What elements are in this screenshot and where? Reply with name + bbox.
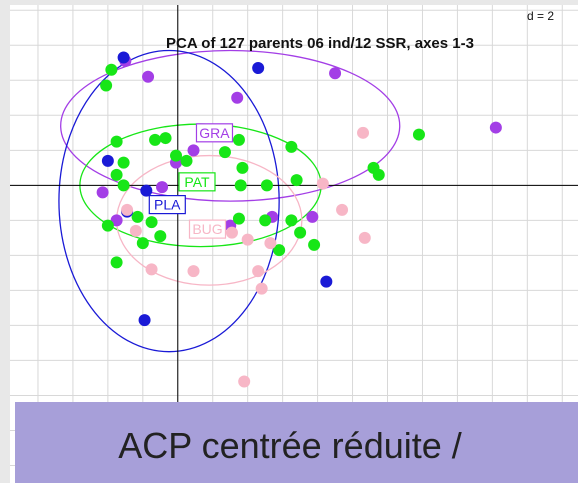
banner-text: ACP centrée réduite / xyxy=(118,425,462,466)
point xyxy=(142,70,155,83)
group-label: BUG xyxy=(192,221,222,237)
group-ellipse xyxy=(60,49,401,202)
point xyxy=(294,226,307,239)
point xyxy=(110,214,123,227)
point xyxy=(96,186,109,199)
point xyxy=(329,67,342,80)
points xyxy=(96,51,502,388)
point xyxy=(218,146,231,159)
point xyxy=(372,168,385,181)
point xyxy=(255,282,268,295)
point xyxy=(252,265,265,278)
group-label-box xyxy=(148,195,186,215)
point xyxy=(306,210,319,223)
point xyxy=(149,133,162,146)
banner-box xyxy=(15,402,578,483)
point xyxy=(273,244,286,257)
point xyxy=(225,226,238,239)
group-label-box xyxy=(178,172,216,192)
point xyxy=(285,214,298,227)
point xyxy=(412,128,425,141)
point xyxy=(259,214,272,227)
point xyxy=(336,203,349,216)
point xyxy=(238,375,251,388)
point xyxy=(252,62,265,75)
point xyxy=(316,177,329,190)
group-label: GRA xyxy=(199,125,230,141)
point xyxy=(264,237,277,250)
point xyxy=(180,154,193,167)
point xyxy=(145,216,158,229)
point xyxy=(136,237,149,250)
point xyxy=(129,224,142,237)
point xyxy=(105,63,118,76)
chart-title: PCA of 127 parents 06 ind/12 SSR, axes 1… xyxy=(166,35,474,52)
point xyxy=(232,133,245,146)
point xyxy=(110,168,123,181)
point xyxy=(110,256,123,269)
point xyxy=(117,156,130,169)
group-ellipse xyxy=(58,49,280,353)
point xyxy=(154,230,167,243)
point xyxy=(170,149,183,162)
group-label: PAT xyxy=(184,174,210,190)
point xyxy=(358,231,371,244)
point xyxy=(308,238,321,251)
point xyxy=(145,263,158,276)
point xyxy=(117,179,130,192)
point xyxy=(121,203,134,216)
point xyxy=(290,174,303,187)
point xyxy=(140,184,153,197)
point xyxy=(156,181,169,194)
scale-note: d = 2 xyxy=(527,9,554,23)
group-label-box xyxy=(188,219,227,239)
point xyxy=(187,265,200,278)
point xyxy=(320,275,333,288)
point xyxy=(357,126,370,139)
point xyxy=(100,79,113,92)
point xyxy=(234,179,247,192)
point xyxy=(236,161,249,174)
point xyxy=(117,51,130,64)
point xyxy=(131,210,144,223)
group-label-box xyxy=(195,123,234,143)
point xyxy=(101,219,114,232)
point xyxy=(232,212,245,225)
group-label: PLA xyxy=(154,197,181,213)
point xyxy=(489,121,502,134)
point xyxy=(159,132,172,145)
point xyxy=(138,314,151,327)
point xyxy=(285,140,298,153)
point xyxy=(101,154,114,167)
point xyxy=(187,144,200,157)
point xyxy=(260,179,273,192)
point xyxy=(110,135,123,148)
point xyxy=(231,91,244,104)
point xyxy=(241,233,254,246)
